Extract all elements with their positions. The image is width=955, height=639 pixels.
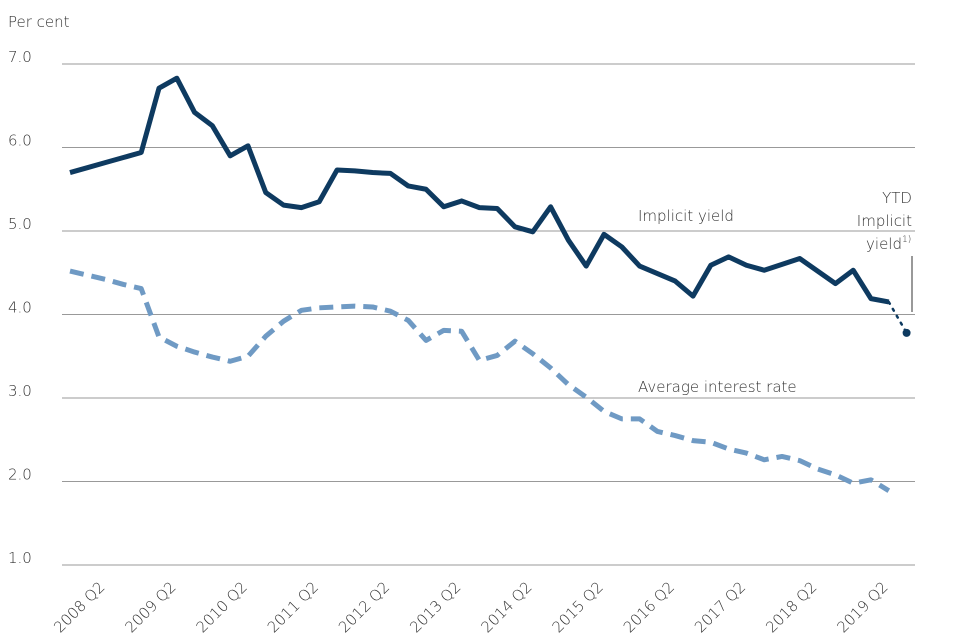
series-label: Implicit yield — [638, 207, 734, 225]
x-tick-label: 2014 Q2 — [477, 578, 535, 636]
x-tick-label: 2009 Q2 — [121, 578, 179, 636]
x-tick-label: 2013 Q2 — [406, 578, 464, 636]
x-tick-label: 2012 Q2 — [335, 578, 393, 636]
x-tick-label: 2010 Q2 — [193, 578, 251, 636]
y-axis-label: Per cent — [8, 13, 70, 31]
y-tick-label: 3.0 — [8, 382, 32, 400]
annotation: yield — [866, 235, 902, 253]
x-tick-label: 2011 Q2 — [264, 578, 322, 636]
annotation-superscript: 1) — [902, 235, 911, 245]
series-label: Average interest rate — [638, 378, 797, 396]
series-line — [69, 268, 891, 493]
ytd-point — [902, 328, 911, 337]
x-tick-label: 2019 Q2 — [833, 578, 891, 636]
y-tick-label: 5.0 — [8, 215, 32, 233]
y-tick-label: 1.0 — [8, 549, 32, 567]
y-tick-label: 6.0 — [8, 132, 32, 150]
x-tick-label: 2008 Q2 — [50, 578, 108, 636]
y-tick-label: 4.0 — [8, 299, 32, 317]
annotation: YTD — [882, 189, 912, 207]
x-tick-label: 2015 Q2 — [549, 578, 607, 636]
x-tick-label: 2018 Q2 — [762, 578, 820, 636]
x-tick-label: 2017 Q2 — [691, 578, 749, 636]
y-tick-label: 7.0 — [8, 48, 32, 66]
annotation: Implicit — [857, 212, 912, 230]
y-tick-label: 2.0 — [8, 466, 32, 484]
series-line — [69, 75, 890, 305]
series-line — [887, 300, 908, 335]
x-tick-label: 2016 Q2 — [620, 578, 678, 636]
